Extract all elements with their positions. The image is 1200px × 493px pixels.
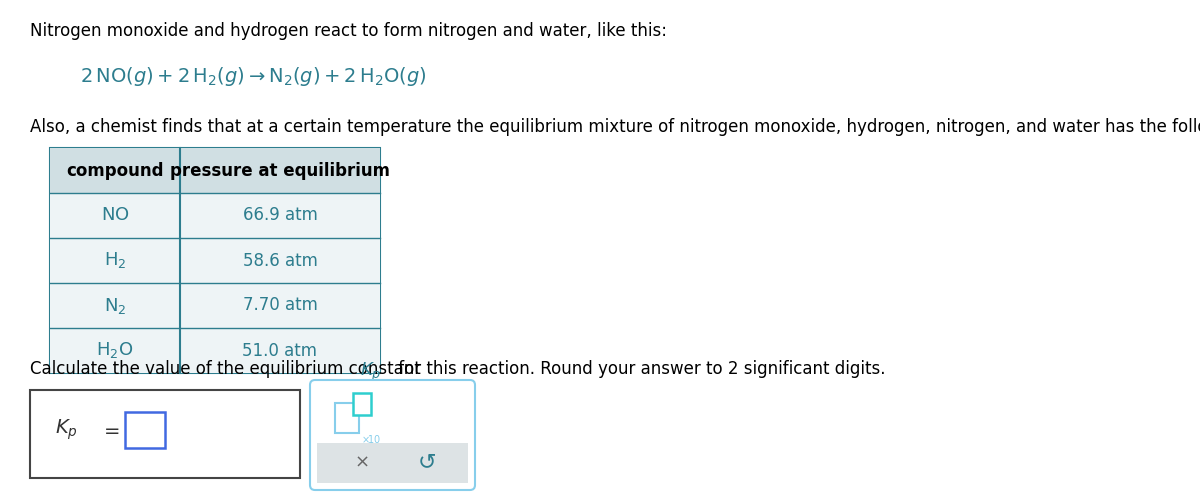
Text: Calculate the value of the equilibrium constant: Calculate the value of the equilibrium c… xyxy=(30,360,426,378)
Text: $\mathsf{H_2O}$: $\mathsf{H_2O}$ xyxy=(96,341,133,360)
Text: $\mathsf{H_2}$: $\mathsf{H_2}$ xyxy=(103,250,126,271)
Bar xyxy=(50,283,380,328)
Text: $2\,\mathsf{NO}(g) + 2\,\mathsf{H_2}(g) \rightarrow \mathsf{N_2}(g) + 2\,\mathsf: $2\,\mathsf{NO}(g) + 2\,\mathsf{H_2}(g) … xyxy=(80,65,427,88)
Text: Also, a chemist finds that at a certain temperature the equilibrium mixture of n: Also, a chemist finds that at a certain … xyxy=(30,118,1200,136)
Text: $\mathsf{N_2}$: $\mathsf{N_2}$ xyxy=(104,295,126,316)
Bar xyxy=(30,390,300,478)
Text: $\times\!10$: $\times\!10$ xyxy=(361,433,382,445)
Text: 7.70 atm: 7.70 atm xyxy=(242,296,318,315)
Bar xyxy=(50,238,380,283)
Text: 58.6 atm: 58.6 atm xyxy=(242,251,318,270)
Bar xyxy=(125,412,166,448)
Text: Nitrogen monoxide and hydrogen react to form nitrogen and water, like this:: Nitrogen monoxide and hydrogen react to … xyxy=(30,22,667,40)
Text: pressure at equilibrium: pressure at equilibrium xyxy=(170,162,390,179)
FancyBboxPatch shape xyxy=(310,380,475,490)
Bar xyxy=(353,393,371,415)
Bar xyxy=(50,193,380,238)
Text: compound: compound xyxy=(66,162,163,179)
Text: $\mathit{K}_p$: $\mathit{K}_p$ xyxy=(55,418,78,442)
Text: 51.0 atm: 51.0 atm xyxy=(242,342,318,359)
Bar xyxy=(50,148,380,373)
Bar xyxy=(50,328,380,373)
Text: $=$: $=$ xyxy=(100,420,120,439)
Text: $\mathsf{NO}$: $\mathsf{NO}$ xyxy=(101,207,130,224)
Text: $\mathit{K}_p$: $\mathit{K}_p$ xyxy=(360,361,382,384)
Text: $\times$: $\times$ xyxy=(354,453,368,471)
Text: for this reaction. Round your answer to 2 significant digits.: for this reaction. Round your answer to … xyxy=(394,360,886,378)
Bar xyxy=(317,443,468,483)
Bar xyxy=(335,403,359,433)
Bar xyxy=(50,148,380,193)
Text: 66.9 atm: 66.9 atm xyxy=(242,207,318,224)
Text: ↺: ↺ xyxy=(418,452,436,472)
